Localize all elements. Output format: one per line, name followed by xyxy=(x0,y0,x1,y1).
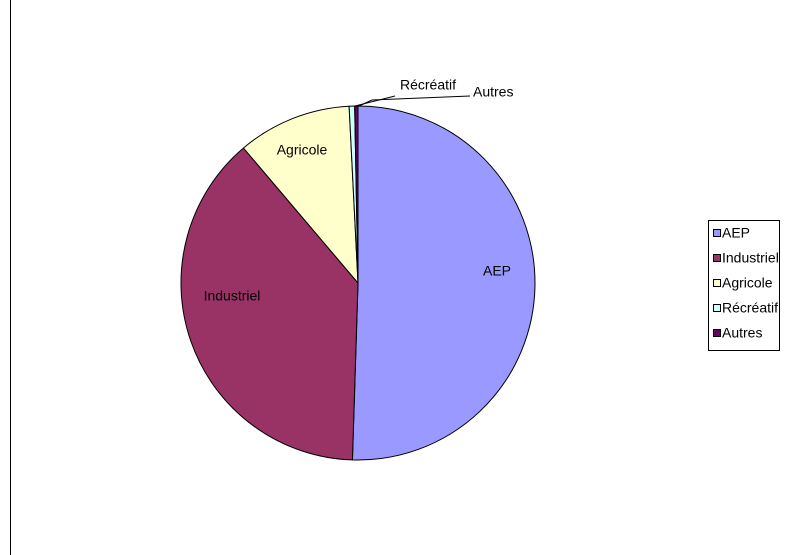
pie-slice xyxy=(242,105,359,285)
slice-label: Autres xyxy=(473,84,513,100)
slice-label: AEP xyxy=(483,263,511,279)
slice-label: Agricole xyxy=(277,142,328,158)
leader-line xyxy=(358,95,471,107)
legend-label: Industriel xyxy=(722,250,779,266)
slice-label: Industriel xyxy=(204,288,261,304)
slice-label: Récréatif xyxy=(400,77,456,93)
legend-swatch xyxy=(713,304,721,312)
legend-swatch xyxy=(713,329,721,337)
legend-label: Agricole xyxy=(722,275,773,291)
legend-swatch xyxy=(713,229,721,237)
pie-slice xyxy=(351,105,536,461)
pie-slice xyxy=(180,147,359,461)
leader-line xyxy=(354,95,396,107)
legend-swatch xyxy=(713,279,721,287)
legend-label: AEP xyxy=(722,225,750,241)
legend-label: Récréatif xyxy=(722,300,778,316)
legend-swatch xyxy=(713,254,721,262)
legend-label: Autres xyxy=(722,325,762,341)
